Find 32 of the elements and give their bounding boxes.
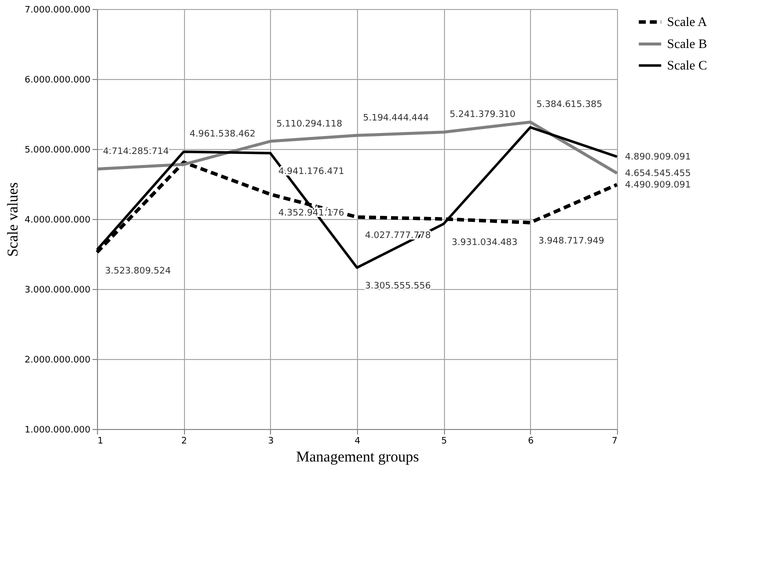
x-tick-label: 6 bbox=[528, 436, 534, 446]
y-tick-label: 2.000.000.000 bbox=[24, 356, 91, 366]
data-label: 5.384.615.385 bbox=[536, 100, 602, 110]
legend-label: Scale B bbox=[667, 36, 708, 51]
data-label: 3.523.809.524 bbox=[105, 266, 172, 276]
data-label: 4.714.285.714 bbox=[103, 147, 170, 157]
data-label: 3.948.717.949 bbox=[538, 236, 604, 247]
x-tick-label: 5 bbox=[441, 436, 448, 446]
data-label: 4.654.545.455 bbox=[625, 169, 691, 180]
data-label: 4.961.538.462 bbox=[190, 130, 256, 140]
legend-label: Scale A bbox=[667, 14, 708, 29]
y-tick-label: 4.000.000.000 bbox=[24, 216, 91, 226]
x-tick-label: 2 bbox=[181, 436, 188, 446]
x-tick-label: 1 bbox=[98, 436, 104, 446]
legend-label: Scale C bbox=[667, 58, 708, 72]
x-tick-label: 7 bbox=[612, 436, 618, 446]
data-label: 3.931.034.483 bbox=[452, 238, 518, 248]
y-tick-label: 1.000.000.000 bbox=[24, 426, 91, 436]
y-tick-label: 5.000.000.000 bbox=[24, 146, 91, 156]
x-tick-label: 4 bbox=[354, 436, 361, 446]
y-tick-label: 3.000.000.000 bbox=[24, 286, 91, 296]
x-tick-label: 3 bbox=[268, 436, 274, 446]
data-label: 5.194.444.444 bbox=[363, 113, 430, 124]
y-axis-title: Scale values bbox=[6, 182, 22, 257]
y-tick-label: 7.000.000.000 bbox=[24, 6, 91, 16]
data-label: 3.305.555.556 bbox=[365, 282, 432, 292]
data-label: 5.110.294.118 bbox=[276, 119, 342, 130]
y-tick-label: 6.000.000.000 bbox=[24, 76, 91, 86]
x-axis-title: Management groups bbox=[296, 450, 420, 466]
data-label: 5.241.379.310 bbox=[450, 110, 516, 120]
data-label: 4.890.909.091 bbox=[625, 152, 691, 163]
data-label: 4.490.909.091 bbox=[625, 180, 691, 191]
